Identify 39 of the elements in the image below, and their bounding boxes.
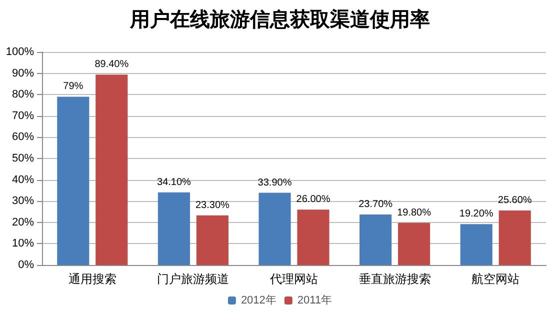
y-tick-label: 60% [12, 131, 34, 144]
data-label: 19.20% [459, 208, 494, 220]
bar [460, 224, 492, 265]
y-tick-label: 50% [12, 152, 34, 164]
y-tick-label: 0% [18, 259, 34, 271]
y-tick-label: 40% [12, 174, 34, 186]
y-tick-label: 10% [12, 238, 34, 250]
bar [196, 215, 228, 265]
data-label: 34.10% [156, 176, 192, 188]
data-label: 26.00% [296, 194, 330, 206]
bar [96, 74, 128, 265]
y-tick-label: 20% [12, 216, 34, 228]
data-label: 23.70% [358, 199, 393, 210]
y-tick-label: 90% [12, 67, 34, 80]
data-label: 79% [63, 81, 84, 92]
bar [360, 214, 392, 265]
x-tick-label: 代理网站 [269, 272, 318, 286]
y-tick-label: 70% [12, 110, 34, 122]
x-tick-label: 通用搜索 [68, 272, 116, 286]
data-label: 89.40% [94, 59, 129, 70]
bar [57, 96, 90, 265]
legend-label: 2012年 [240, 294, 276, 306]
data-label: 23.30% [195, 200, 230, 211]
y-tick-label: 80% [12, 88, 34, 101]
y-tick-label: 100% [6, 46, 34, 58]
bar [398, 222, 430, 265]
data-label: 25.60% [498, 194, 532, 206]
legend-label: 2011年 [297, 294, 332, 306]
chart-title: 用户在线旅游信息获取渠道使用率 [129, 7, 430, 31]
bar [158, 192, 190, 265]
bar [498, 210, 531, 265]
data-label: 33.90% [258, 177, 292, 188]
bar [297, 210, 330, 265]
y-tick-label: 30% [12, 195, 34, 208]
data-label: 19.80% [397, 207, 432, 218]
x-tick-label: 航空网站 [472, 272, 520, 286]
bar [258, 192, 291, 265]
x-tick-label: 门户旅游频道 [157, 272, 230, 286]
x-tick-label: 垂直旅游搜索 [358, 272, 431, 286]
